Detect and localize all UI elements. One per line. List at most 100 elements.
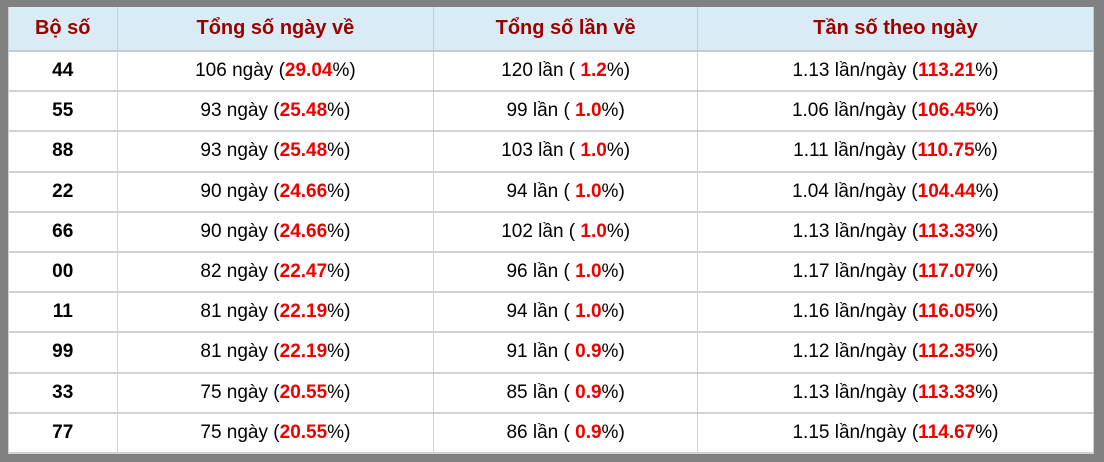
total-days-cell: 93 ngày (25.48%) [116,90,435,133]
total-times-cell: 86 lần ( 0.9%) [433,411,698,455]
pair-number: 55 [52,100,74,122]
times-text: 91 lần ( [506,341,576,363]
total-days-cell: 90 ngày (24.66%) [116,170,435,213]
total-days-cell: 82 ngày (22.47%) [116,250,435,294]
days-text: 81 ngày ( [200,341,280,363]
frequency-percentage: 113.33 [918,220,976,242]
frequency-suffix: %) [975,180,999,202]
total-times-cell: 94 lần ( 1.0%) [433,170,698,213]
times-suffix: %) [606,220,631,242]
days-percentage: 25.48 [279,100,328,122]
times-text: 94 lần ( [506,301,576,323]
days-percentage: 20.55 [279,421,328,443]
frequency-suffix: %) [974,140,998,162]
days-text: 90 ngày ( [200,220,280,242]
frequency-suffix: %) [975,60,999,82]
frequency-text: 1.11 lần/ngày ( [793,140,918,162]
daily-frequency-cell: 1.13 lần/ngày (113.21%) [696,49,1095,93]
times-percentage: 1.0 [575,180,602,202]
pair-number-cell: 11 [8,291,118,334]
frequency-percentage: 113.21 [918,60,976,82]
pair-number: 44 [52,60,74,82]
pair-number-cell: 77 [8,411,118,455]
pair-number-cell: 99 [8,331,118,374]
frequency-text: 1.06 lần/ngày ( [791,100,918,122]
days-percentage: 22.19 [279,341,328,363]
days-text: 81 ngày ( [200,301,280,323]
frequency-suffix: %) [975,381,999,403]
table-row: 88 93 ngày (25.48%) 103 lần ( 1.0%) 1.11… [8,130,1095,173]
total-times-cell: 99 lần ( 1.0%) [433,90,698,133]
total-days-cell: 75 ngày (20.55%) [116,371,435,414]
frequency-percentage: 110.75 [917,140,975,162]
days-suffix: %) [327,301,351,323]
frequency-suffix: %) [975,301,999,323]
days-percentage: 20.55 [279,381,328,403]
days-suffix: %) [332,60,356,82]
times-percentage: 1.0 [575,261,602,283]
times-text: 103 lần ( [501,140,581,162]
table-row: 44 106 ngày (29.04%) 120 lần ( 1.2%) 1.1… [8,49,1095,93]
days-suffix: %) [327,341,351,363]
times-percentage: 0.9 [575,421,602,443]
frequency-percentage: 114.67 [918,421,976,443]
days-suffix: %) [327,180,351,202]
frequency-text: 1.04 lần/ngày ( [791,180,918,202]
total-times-cell: 91 lần ( 0.9%) [433,331,698,374]
col-header-daily-frequency: Tần số theo ngày [696,7,1095,52]
frequency-percentage: 104.44 [917,180,976,202]
col-header-total-days: Tổng số ngày về [116,7,435,52]
times-suffix: %) [601,421,625,443]
table-body: 44 106 ngày (29.04%) 120 lần ( 1.2%) 1.1… [8,49,1095,455]
times-text: 94 lần ( [506,180,576,202]
times-text: 102 lần ( [501,220,581,242]
times-suffix: %) [601,341,625,363]
days-percentage: 22.47 [279,261,328,283]
times-suffix: %) [601,180,625,202]
times-percentage: 1.0 [575,100,602,122]
frequency-suffix: %) [975,100,999,122]
pair-number-cell: 22 [8,170,118,213]
pair-number: 99 [52,341,74,363]
days-suffix: %) [327,421,351,443]
daily-frequency-cell: 1.13 lần/ngày (113.33%) [696,210,1095,253]
frequency-suffix: %) [975,220,999,242]
days-percentage: 24.66 [279,220,328,242]
times-suffix: %) [606,60,631,82]
total-times-cell: 102 lần ( 1.0%) [433,210,698,253]
times-suffix: %) [601,381,625,403]
table-row: 22 90 ngày (24.66%) 94 lần ( 1.0%) 1.04 … [8,170,1095,213]
table-row: 33 75 ngày (20.55%) 85 lần ( 0.9%) 1.13 … [8,371,1095,414]
table-row: 77 75 ngày (20.55%) 86 lần ( 0.9%) 1.15 … [8,411,1095,455]
total-days-cell: 75 ngày (20.55%) [116,411,435,455]
times-percentage: 0.9 [575,341,602,363]
times-percentage: 1.0 [575,301,602,323]
times-suffix: %) [601,301,625,323]
frequency-text: 1.13 lần/ngày ( [792,220,919,242]
frequency-percentage: 117.07 [918,261,976,283]
times-suffix: %) [601,100,625,122]
total-times-cell: 94 lần ( 1.0%) [433,291,698,334]
times-text: 96 lần ( [506,261,576,283]
frequency-text: 1.17 lần/ngày ( [792,261,919,283]
total-times-cell: 103 lần ( 1.0%) [433,130,698,173]
pair-number: 88 [52,140,74,162]
days-text: 106 ngày ( [195,60,285,82]
frequency-percentage: 112.35 [918,341,976,363]
times-percentage: 1.0 [580,140,607,162]
times-percentage: 1.2 [580,60,607,82]
daily-frequency-cell: 1.13 lần/ngày (113.33%) [696,371,1095,414]
frequency-percentage: 106.45 [917,100,976,122]
days-percentage: 29.04 [284,60,333,82]
pair-number: 00 [52,261,74,283]
pair-statistics-table: Bộ số Tổng số ngày về Tổng số lần về Tần… [8,7,1095,455]
col-header-pair: Bộ số [8,7,118,52]
pair-number-cell: 88 [8,130,118,173]
total-days-cell: 90 ngày (24.66%) [116,210,435,253]
table-row: 00 82 ngày (22.47%) 96 lần ( 1.0%) 1.17 … [8,250,1095,294]
pair-number-cell: 55 [8,90,118,133]
times-text: 99 lần ( [506,100,576,122]
days-suffix: %) [327,220,351,242]
table-row: 11 81 ngày (22.19%) 94 lần ( 1.0%) 1.16 … [8,291,1095,334]
frequency-text: 1.13 lần/ngày ( [792,60,919,82]
